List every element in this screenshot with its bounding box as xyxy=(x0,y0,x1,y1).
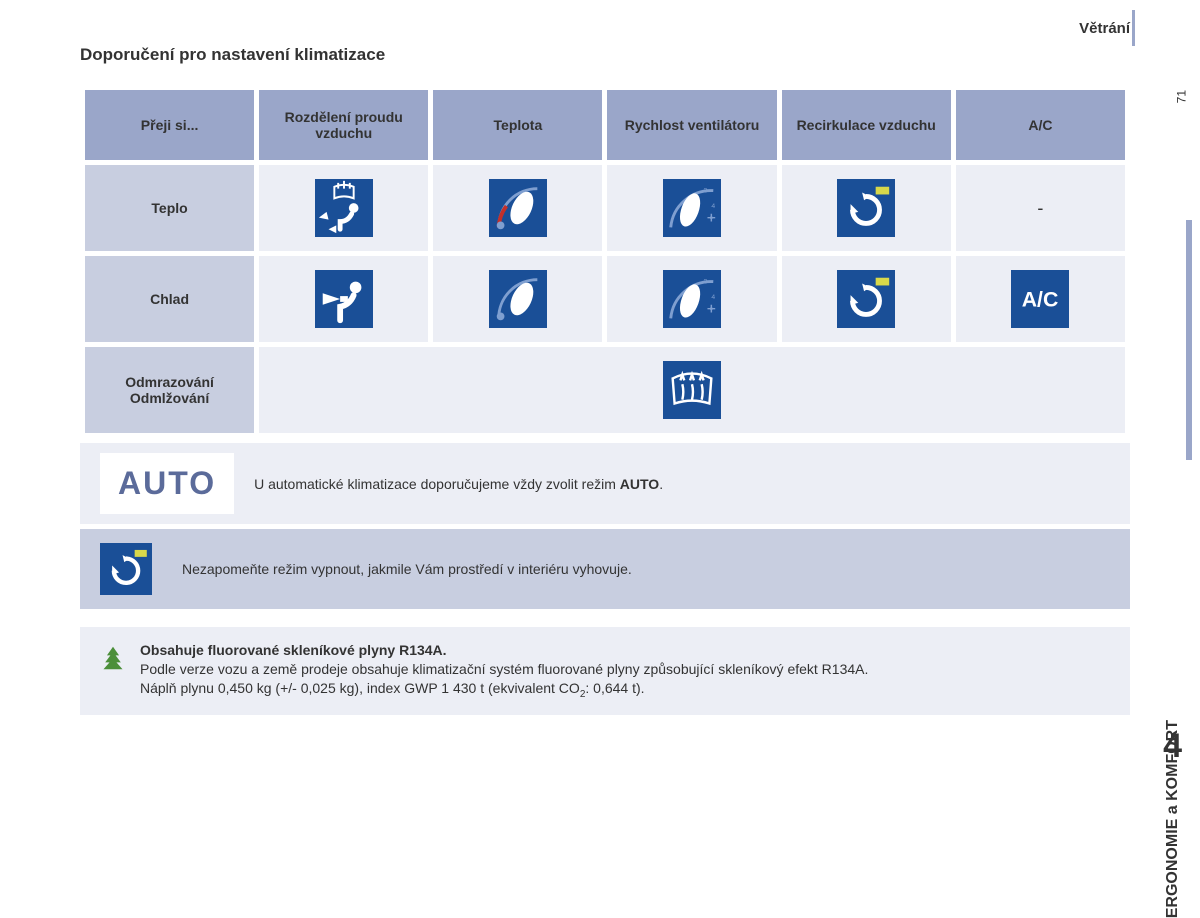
svg-text:3: 3 xyxy=(704,188,708,195)
recirc-note: Nezapomeňte režim vypnout, jakmile Vám p… xyxy=(80,529,1130,609)
recirculation-icon xyxy=(100,543,152,595)
temp-hot-dial-icon xyxy=(489,179,547,237)
col-want: Přeji si... xyxy=(85,90,254,160)
page-title: Doporučení pro nastavení klimatizace xyxy=(80,45,1130,65)
svg-text:4: 4 xyxy=(711,203,715,210)
col-recirc: Recirkulace vzduchu xyxy=(782,90,951,160)
tree-icon xyxy=(100,645,126,671)
eco-text: Obsahuje fluorované skleníkové plyny R13… xyxy=(140,641,868,701)
defrost-line2: Odmlžování xyxy=(85,390,254,406)
svg-text:A/C: A/C xyxy=(1022,288,1059,312)
fan-speed-dial-icon: 34 xyxy=(663,179,721,237)
fan-speed-dial-icon: 34 xyxy=(663,270,721,328)
auto-note-text: U automatické klimatizace doporučujeme v… xyxy=(254,476,663,492)
col-temp: Teplota xyxy=(433,90,602,160)
eco-note: Obsahuje fluorované skleníkové plyny R13… xyxy=(80,627,1130,715)
page-number: 71 xyxy=(1174,90,1188,103)
airflow-feet-windshield-icon xyxy=(315,179,373,237)
ac-icon: A/C xyxy=(1011,270,1069,328)
chapter-number: 4 xyxy=(1163,727,1182,766)
airflow-face-icon xyxy=(315,270,373,328)
col-fan: Rychlost ventilátoru xyxy=(607,90,776,160)
auto-badge: AUTO xyxy=(100,453,234,514)
temp-cold-dial-icon xyxy=(489,270,547,328)
recirculation-icon xyxy=(837,179,895,237)
svg-text:4: 4 xyxy=(711,294,715,301)
row-heat-label: Teplo xyxy=(85,165,254,251)
settings-table: Přeji si... Rozdělení proudu vzduchu Tep… xyxy=(80,85,1130,438)
row-cool-label: Chlad xyxy=(85,256,254,342)
cell-ac-heat: - xyxy=(956,165,1125,251)
defrost-line1: Odmrazování xyxy=(85,374,254,390)
col-ac: A/C xyxy=(956,90,1125,160)
recirculation-icon xyxy=(837,270,895,328)
svg-text:3: 3 xyxy=(704,279,708,286)
defrost-windshield-icon xyxy=(663,361,721,419)
recirc-note-text: Nezapomeňte režim vypnout, jakmile Vám p… xyxy=(182,561,632,577)
section-header: Větrání xyxy=(80,20,1130,37)
col-airflow: Rozdělení proudu vzduchu xyxy=(259,90,428,160)
row-defrost-label: Odmrazování Odmlžování xyxy=(85,347,254,433)
auto-note: AUTO U automatické klimatizace doporučuj… xyxy=(80,443,1130,524)
